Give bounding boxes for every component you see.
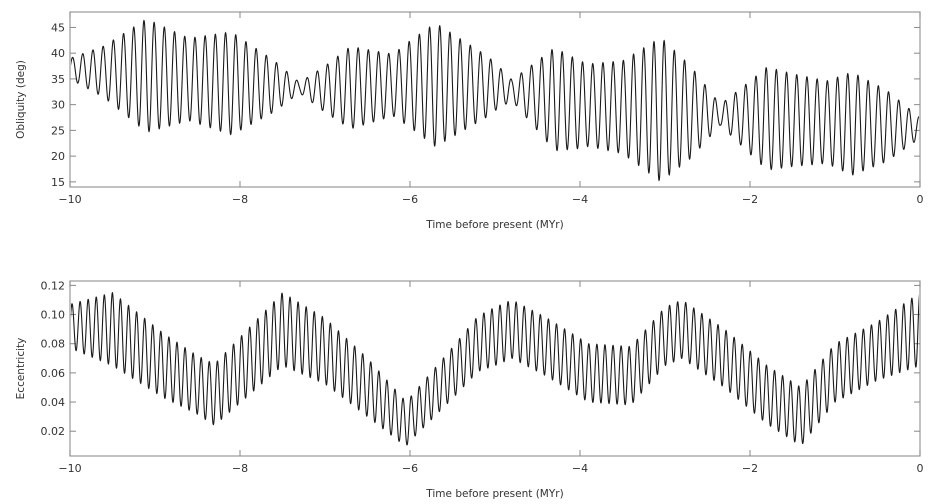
y-tick-label: 0.04 xyxy=(41,396,66,409)
y-tick-label: 0.12 xyxy=(41,279,66,292)
y-tick-label: 40 xyxy=(51,47,65,60)
series-line xyxy=(71,291,919,446)
plot-frame xyxy=(69,11,921,188)
y-tick-label: 35 xyxy=(51,73,65,86)
x-tick-label: −2 xyxy=(742,462,758,475)
plot-frame xyxy=(69,280,921,457)
x-axis-title: Time before present (MYr) xyxy=(425,219,563,231)
y-tick-label: 20 xyxy=(51,150,65,163)
x-tick-label: −8 xyxy=(232,462,248,475)
y-axis-title: Obliquity (deg) xyxy=(15,60,27,139)
y-tick-label: 0.08 xyxy=(41,338,66,351)
y-tick-label: 45 xyxy=(51,21,65,34)
x-tick-label: −8 xyxy=(232,193,248,206)
x-tick-label: 0 xyxy=(917,462,924,475)
x-axis-title: Time before present (MYr) xyxy=(425,488,563,500)
x-tick-label: −4 xyxy=(572,462,588,475)
x-tick-label: −2 xyxy=(742,193,758,206)
y-tick-label: 25 xyxy=(51,124,65,137)
y-tick-label: 15 xyxy=(51,176,65,189)
obliquity-panel: −10 −8 −6 −4 −2 0 15 20 25 30 35 40 45 Time before pr… xyxy=(15,11,924,231)
y-tick-label: 0.02 xyxy=(41,425,66,438)
x-tick-label: −4 xyxy=(572,193,588,206)
x-tick-label: −10 xyxy=(58,462,81,475)
x-tick-label: 0 xyxy=(917,193,924,206)
y-tick-label: 30 xyxy=(51,99,65,112)
eccentricity-panel: −10 −8 −6 −4 −2 0 0.02 0.04 0.06 0.08 0.10 0.12 Time… xyxy=(15,279,924,500)
y-tick-label: 0.06 xyxy=(41,367,66,380)
series-line xyxy=(71,19,919,182)
y-axis-title: Eccentricity xyxy=(15,338,27,400)
y-tick-label: 0.10 xyxy=(41,309,66,322)
x-tick-label: −6 xyxy=(402,193,418,206)
x-tick-label: −10 xyxy=(58,193,81,206)
x-tick-label: −6 xyxy=(402,462,418,475)
